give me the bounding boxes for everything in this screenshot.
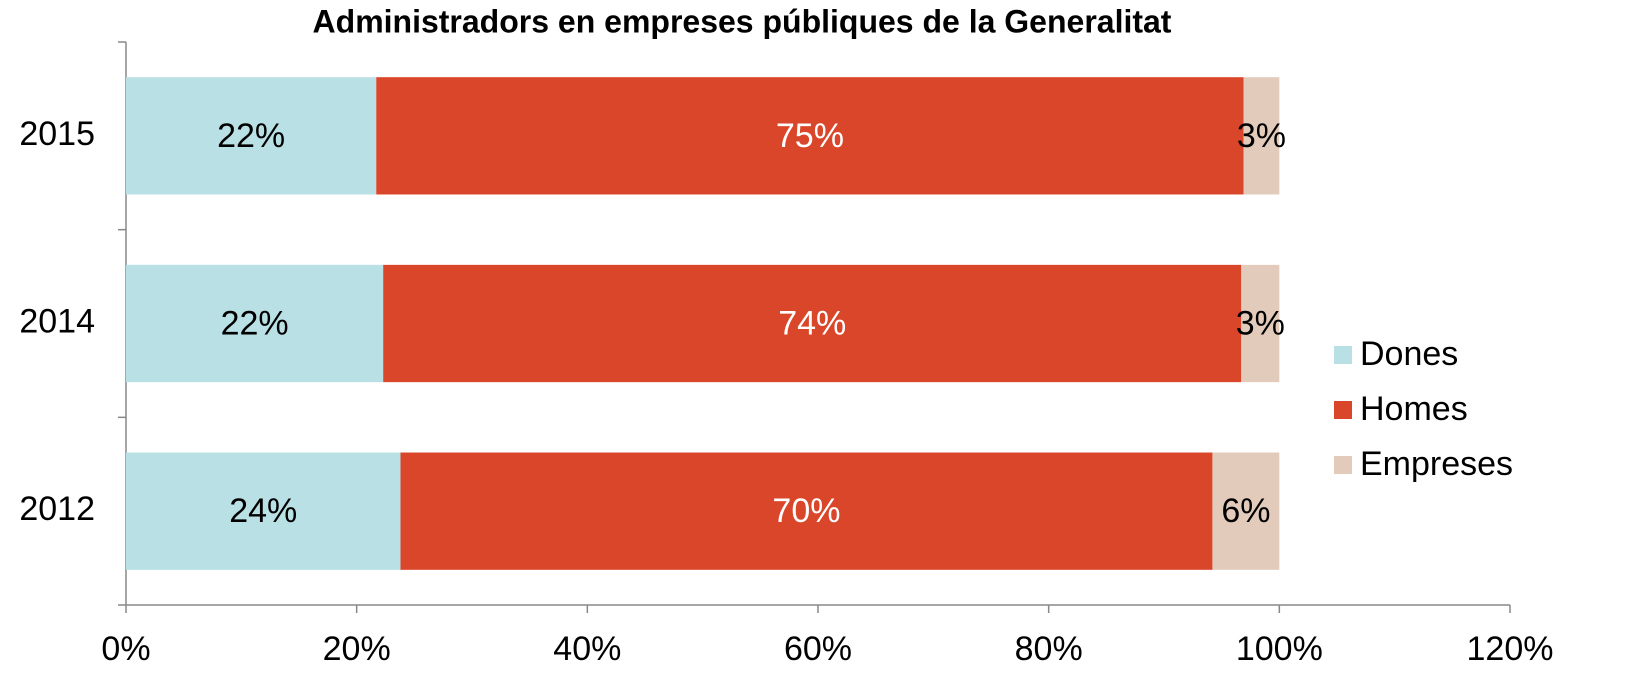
x-tick-label: 40% [553,630,621,668]
x-tick-label: 120% [1467,630,1554,668]
bar-segment [126,452,401,570]
data-label: 22% [221,304,289,342]
bar-segment [400,452,1213,570]
bar-segment [126,264,384,383]
data-label: 24% [229,492,297,530]
data-label: 75% [776,117,844,155]
x-tick-label: 60% [784,630,852,668]
data-label: 3% [1237,117,1286,155]
data-label: 6% [1221,492,1270,530]
y-tick-label: 2015 [19,115,95,153]
legend-label: Dones [1360,335,1458,373]
bar-segment [1243,77,1280,195]
legend-swatch [1334,401,1352,419]
y-tick-label: 2012 [19,490,95,528]
legend-swatch [1334,456,1352,474]
data-label: 22% [217,117,285,155]
x-tick-label: 80% [1015,630,1083,668]
x-tick-label: 0% [101,630,150,668]
bar-segment [376,77,1244,195]
legend-label: Empreses [1360,445,1513,483]
legend-label: Homes [1360,390,1468,428]
legend-swatch [1334,346,1352,364]
data-label: 70% [772,492,840,530]
bar-segment [1212,452,1280,570]
y-tick-label: 2014 [19,302,95,340]
bar-segment [383,264,1242,383]
data-label: 3% [1236,304,1285,342]
x-tick-label: 20% [323,630,391,668]
chart-title: Administradors en empreses públiques de … [313,3,1172,39]
bar-segment [126,77,377,195]
bar-segment [1241,264,1280,383]
x-tick-label: 100% [1236,630,1323,668]
data-label: 74% [778,304,846,342]
